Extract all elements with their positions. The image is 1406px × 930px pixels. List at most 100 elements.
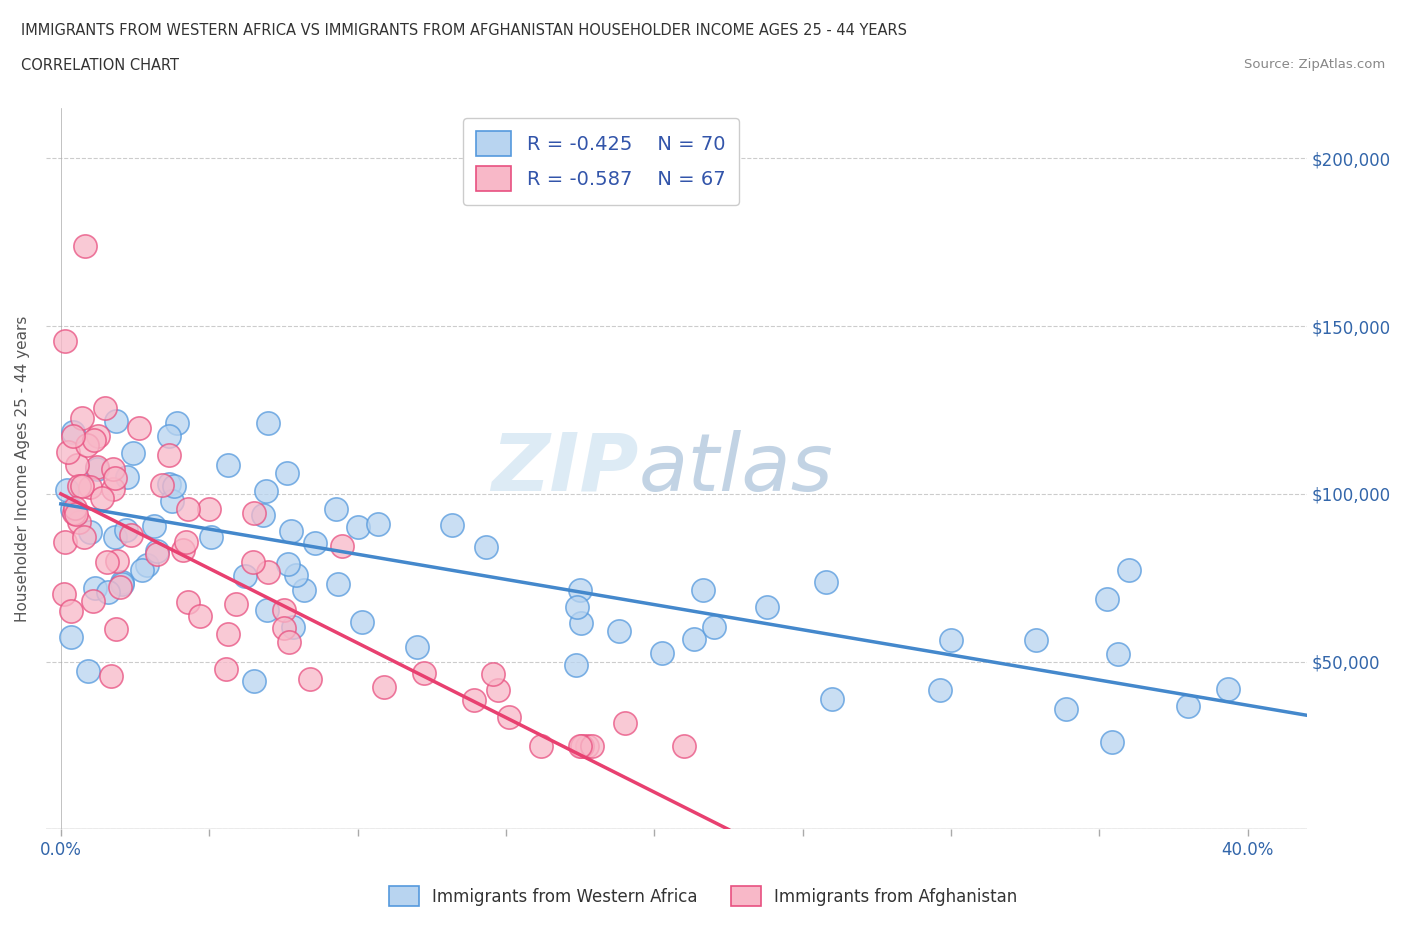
Point	[150, 478, 173, 493]
Point	[815, 574, 838, 589]
Point	[60, 630, 83, 644]
Point	[128, 420, 150, 435]
Legend: Immigrants from Western Africa, Immigrants from Afghanistan: Immigrants from Western Africa, Immigran…	[382, 880, 1024, 912]
Point	[100, 669, 122, 684]
Point	[413, 666, 436, 681]
Point	[76, 438, 98, 453]
Point	[939, 633, 962, 648]
Point	[607, 623, 630, 638]
Point	[77, 664, 100, 679]
Point	[475, 539, 498, 554]
Point	[83, 580, 105, 595]
Point	[73, 238, 96, 253]
Point	[281, 619, 304, 634]
Point	[108, 579, 131, 594]
Point	[103, 529, 125, 544]
Point	[821, 692, 844, 707]
Point	[217, 458, 239, 472]
Point	[94, 401, 117, 416]
Point	[1025, 632, 1047, 647]
Point	[55, 482, 77, 497]
Point	[174, 535, 197, 550]
Point	[160, 494, 183, 509]
Point	[105, 413, 128, 428]
Point	[692, 582, 714, 597]
Point	[73, 529, 96, 544]
Point	[67, 514, 90, 529]
Point	[136, 557, 159, 572]
Point	[55, 334, 77, 349]
Point	[350, 615, 373, 630]
Point	[929, 683, 952, 698]
Point	[568, 582, 591, 597]
Point	[277, 556, 299, 571]
Point	[63, 500, 86, 515]
Point	[571, 738, 593, 753]
Point	[276, 465, 298, 480]
Text: Source: ZipAtlas.com: Source: ZipAtlas.com	[1244, 58, 1385, 71]
Point	[486, 683, 509, 698]
Point	[90, 491, 112, 506]
Point	[82, 594, 104, 609]
Point	[565, 600, 588, 615]
Point	[233, 568, 256, 583]
Point	[1107, 647, 1129, 662]
Point	[242, 555, 264, 570]
Y-axis label: Householder Income Ages 25 - 44 years: Householder Income Ages 25 - 44 years	[15, 315, 30, 622]
Point	[330, 538, 353, 553]
Point	[1118, 563, 1140, 578]
Point	[190, 608, 212, 623]
Point	[87, 429, 110, 444]
Point	[243, 674, 266, 689]
Point	[53, 587, 76, 602]
Point	[83, 432, 105, 447]
Point	[273, 603, 295, 618]
Point	[613, 716, 636, 731]
Point	[683, 632, 706, 647]
Point	[256, 565, 278, 579]
Point	[569, 738, 592, 753]
Point	[256, 603, 278, 618]
Legend: R = -0.425    N = 70, R = -0.587    N = 67: R = -0.425 N = 70, R = -0.587 N = 67	[463, 118, 740, 205]
Point	[576, 738, 599, 753]
Point	[122, 445, 145, 460]
Point	[111, 577, 134, 591]
Point	[285, 567, 308, 582]
Point	[86, 459, 108, 474]
Point	[672, 738, 695, 753]
Point	[346, 519, 368, 534]
Point	[1095, 591, 1118, 606]
Point	[157, 477, 180, 492]
Point	[569, 616, 592, 631]
Point	[66, 458, 89, 472]
Point	[225, 596, 247, 611]
Point	[755, 600, 778, 615]
Point	[86, 462, 108, 477]
Point	[463, 693, 485, 708]
Point	[101, 461, 124, 476]
Point	[72, 411, 94, 426]
Point	[304, 536, 326, 551]
Point	[482, 666, 505, 681]
Point	[1054, 701, 1077, 716]
Point	[273, 620, 295, 635]
Point	[146, 547, 169, 562]
Point	[200, 529, 222, 544]
Point	[79, 480, 101, 495]
Point	[441, 517, 464, 532]
Text: CORRELATION CHART: CORRELATION CHART	[21, 58, 179, 73]
Point	[257, 416, 280, 431]
Point	[62, 429, 84, 444]
Point	[298, 671, 321, 686]
Point	[215, 661, 238, 676]
Point	[252, 508, 274, 523]
Point	[530, 738, 553, 753]
Point	[406, 640, 429, 655]
Point	[166, 415, 188, 430]
Point	[581, 738, 603, 753]
Point	[115, 523, 138, 538]
Point	[143, 518, 166, 533]
Point	[198, 502, 221, 517]
Point	[111, 575, 134, 590]
Point	[56, 445, 79, 459]
